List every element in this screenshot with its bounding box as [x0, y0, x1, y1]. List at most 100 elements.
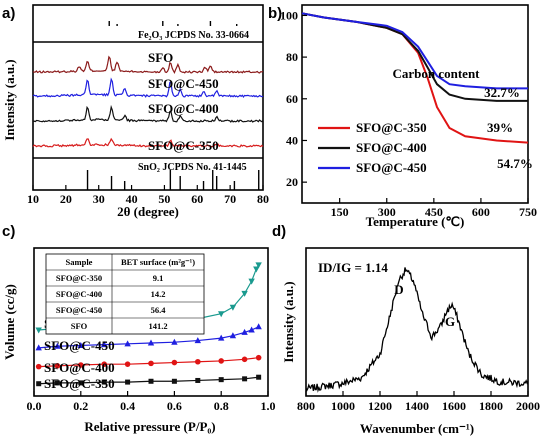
xrd-label-sfo: SFO [148, 50, 173, 65]
panel-a-y-label: Intensity (a.u.) [2, 59, 17, 140]
bet-point [78, 380, 84, 386]
table-cell-sample: SFO [71, 321, 88, 331]
bet-point [101, 361, 107, 367]
x-tick-label: 1600 [442, 399, 466, 413]
bet-point [148, 378, 154, 384]
panel-a-frame [32, 4, 264, 191]
bet-point [242, 376, 248, 382]
panel-c-bet-table: Sample BET surface (m²g⁻¹) SFO@C-350 9.1 SFO… [45, 253, 205, 335]
panel-c-x-label: Relative pressure (P/P₀) [84, 419, 215, 434]
bet-point [124, 340, 131, 347]
x-tick-label: 1.0 [261, 399, 276, 413]
panel-a-ref-bottom-label: SnO₂ JCPDS No. 41-1445 [138, 162, 247, 173]
xrd-line-sfo-c-400 [32, 104, 264, 123]
legend-label-sfo-c-450: SFO@C-450 [356, 160, 427, 175]
x-tick-label: 50 [158, 192, 170, 206]
bet-point [35, 327, 42, 334]
x-tick-label: 0.2 [73, 399, 88, 413]
xrd-label-sfo-c-350: SFO@C-350 [148, 138, 219, 153]
x-tick-label: 40 [126, 192, 138, 206]
x-tick-label: 0.4 [120, 399, 135, 413]
table-cell-bet: 9.1 [153, 273, 164, 283]
bet-point [229, 304, 237, 311]
x-tick-label: 0.0 [27, 399, 42, 413]
y-tick-label: 100 [280, 8, 298, 22]
bet-point [77, 341, 84, 348]
tga-carbon-sfo-c-400: 39% [487, 120, 513, 135]
bet-point [256, 374, 262, 380]
panel-d-ratio-annotation: ID/IG = 1.14 [318, 260, 388, 275]
bet-point [78, 362, 84, 368]
panel-label-c: c) [2, 223, 15, 240]
bet-point [248, 278, 255, 285]
panel-b-x-label: Temperature (℃) [366, 214, 465, 229]
x-tick-label: 70 [224, 192, 236, 206]
y-tick-label: 80 [286, 50, 298, 64]
bet-point [171, 338, 178, 345]
panel-d-series [305, 267, 529, 393]
panel-c-frame [33, 247, 269, 397]
bet-point [218, 334, 225, 341]
bet-point [229, 332, 237, 339]
panel-b-ticks: 150 300 450 600 750 20 40 60 80 100 [280, 8, 537, 219]
panel-a-x-ticks: 10 20 30 40 50 60 70 80 [27, 185, 269, 206]
panel-b: 54.7% 39% 32.7% 150 300 450 600 750 20 40 60 80 100… [280, 4, 537, 229]
panel-label-b: b) [268, 5, 282, 22]
bet-point [218, 377, 224, 383]
bet-point [248, 326, 255, 333]
panel-a-x-label: 2θ (degree) [117, 204, 179, 219]
tga-line-sfo-c-450 [301, 12, 528, 90]
y-tick-label: 40 [286, 133, 298, 147]
bet-point [171, 378, 177, 384]
panel-d: 800 1000 1200 1400 1600 1800 2000 ID/IG = 1.14… [281, 247, 540, 436]
panel-a-ref-top-label: Fe₂O₃ JCPDS No. 33-0664 [138, 30, 249, 41]
panel-d-x-ticks: 800 1000 1200 1400 1600 1800 2000 [297, 391, 540, 413]
panel-a-ref-bottom-sticks [86, 170, 260, 190]
panel-label-a: a) [2, 5, 15, 22]
tga-carbon-sfo-c-350: 54.7% [497, 156, 533, 171]
bet-point [218, 311, 225, 318]
x-tick-label: 150 [331, 205, 349, 219]
x-tick-label: 1000 [331, 399, 355, 413]
bet-point [54, 380, 60, 386]
bet-point [35, 363, 42, 370]
raman-line [305, 267, 529, 393]
table-header-bet: BET surface (m²g⁻¹) [121, 257, 195, 267]
bet-point [101, 379, 107, 385]
panel-b-legend: SFO@C-350 SFO@C-400 SFO@C-450 [318, 120, 427, 175]
bet-point [171, 359, 178, 366]
table-cell-bet: 56.4 [151, 305, 167, 315]
panel-d-y-label: Intensity (a.u.) [281, 281, 296, 362]
x-tick-label: 1400 [405, 399, 429, 413]
y-tick-label: 60 [286, 92, 298, 106]
bet-point [195, 377, 201, 383]
table-cell-bet: 14.2 [151, 289, 166, 299]
table-cell-bet: 141.2 [148, 321, 167, 331]
tga-carbon-sfo-c-450: 32.7% [484, 85, 520, 100]
table-header-sample: Sample [66, 257, 93, 267]
bet-point [148, 360, 154, 367]
bet-point [147, 339, 155, 346]
x-tick-label: 800 [297, 399, 315, 413]
x-tick-label: 1200 [368, 399, 392, 413]
bet-point [255, 354, 262, 361]
panel-a-series: SFO SFO@C-450 SFO@C-400 SFO@C-350 [32, 50, 264, 153]
x-tick-label: 450 [425, 205, 443, 219]
bet-point [194, 337, 201, 344]
y-tick-label: 20 [286, 175, 298, 189]
x-tick-label: 0.8 [214, 399, 229, 413]
panel-b-legend-title: Carbon content [392, 66, 480, 81]
x-tick-label: 30 [93, 192, 105, 206]
panel-b-frame [301, 4, 529, 204]
bet-point [101, 341, 108, 348]
panel-d-peak-g-label: G [445, 314, 455, 329]
x-tick-label: 1800 [479, 399, 503, 413]
table-border [45, 253, 205, 335]
panel-c-x-ticks: 0.0 0.2 0.4 0.6 0.8 1.0 [27, 391, 276, 413]
bet-point [241, 356, 248, 363]
x-tick-label: 750 [519, 205, 537, 219]
bet-point [241, 328, 248, 335]
xrd-line-sfo [32, 55, 264, 74]
bet-point [195, 358, 201, 365]
